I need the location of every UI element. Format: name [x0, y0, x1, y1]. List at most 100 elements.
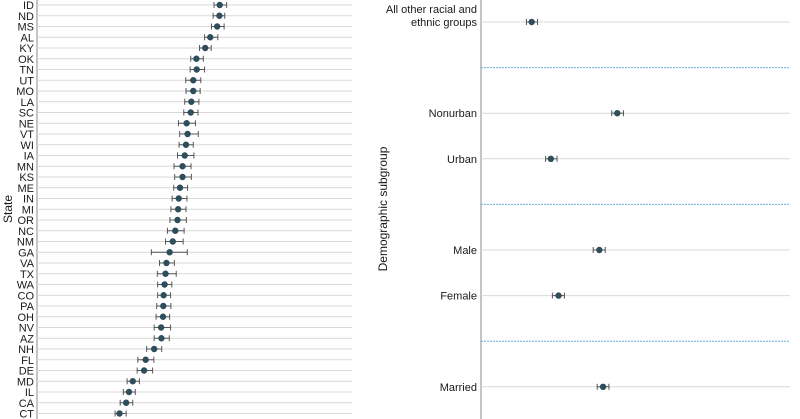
state-pa-label: PA — [20, 301, 35, 313]
state-il-label: IL — [25, 387, 34, 399]
state-ct-point — [116, 410, 123, 417]
state-mi-label: MI — [22, 204, 34, 216]
state-in-label: IN — [23, 194, 34, 206]
subgroup-married-label-line: Married — [440, 382, 477, 394]
state-sc-label: SC — [19, 108, 34, 120]
subgroup-separators — [481, 67, 790, 342]
state-id-point — [216, 1, 223, 9]
subgroup-urban-label: Urban — [447, 154, 477, 166]
subgroup-married-label: Married — [440, 382, 477, 394]
subgroup-nonurban-point — [614, 110, 621, 117]
state-or-label: OR — [18, 215, 35, 227]
subgroup-male-label-line: Male — [453, 245, 477, 257]
state-fl-label: FL — [21, 355, 34, 367]
state-ca-point — [122, 399, 130, 406]
subgroup-all-other-racial-and-ethnic-groups-label-line: ethnic groups — [411, 17, 478, 29]
state-ut-point — [190, 77, 197, 84]
state-wi-label: WI — [21, 140, 34, 152]
state-sc-point — [187, 109, 194, 116]
state-id-label: ID — [23, 0, 34, 12]
state-co-label: CO — [18, 290, 35, 302]
state-ia-label: IA — [24, 151, 35, 163]
state-marks — [114, 1, 228, 417]
state-ut-label: UT — [19, 75, 34, 87]
subgroup-gridlines — [481, 21, 790, 388]
state-wa-point — [161, 281, 168, 288]
state-la-point — [188, 98, 195, 105]
state-nv-point — [157, 324, 165, 331]
subgroup-married-point — [599, 383, 607, 390]
subgroup-panel: Demographic subgroup All other racial an… — [376, 0, 790, 419]
state-nh-label: NH — [18, 344, 34, 356]
state-gridlines — [37, 4, 352, 414]
state-ky-label: KY — [19, 43, 34, 55]
subgroup-all-other-racial-and-ethnic-groups-label: All other racial and ethnic groups — [386, 4, 478, 29]
state-mn-point — [179, 163, 186, 170]
state-nd-label: ND — [18, 11, 34, 23]
state-me-label: ME — [18, 183, 35, 195]
subgroup-tick-labels: All other racial and ethnic groups Nonurba… — [386, 4, 478, 394]
state-nh-point — [150, 345, 158, 353]
state-ks-label: KS — [19, 172, 34, 184]
state-wi-point — [182, 141, 190, 148]
state-de-point — [140, 367, 148, 374]
state-ks-point — [179, 173, 186, 181]
state-wa-label: WA — [17, 280, 35, 292]
state-in-point — [175, 195, 182, 202]
state-ga-point — [166, 249, 173, 256]
subgroup-male-point — [596, 246, 603, 254]
state-az-point — [158, 335, 165, 342]
state-oh-point — [159, 313, 167, 320]
state-va-point — [163, 259, 170, 267]
subgroup-male-label: Male — [453, 245, 477, 257]
state-md-point — [129, 378, 136, 385]
state-ok-label: OK — [18, 54, 35, 66]
state-ia-point — [181, 152, 188, 159]
subgroup-nonurban-label: Nonurban — [429, 108, 477, 120]
state-ms-point — [213, 23, 221, 30]
state-axis-title: State — [1, 195, 15, 223]
state-ky-point — [202, 44, 209, 52]
subgroup-female-label-line: Female — [440, 291, 477, 303]
subgroup-nonurban-label-line: Nonurban — [429, 108, 477, 120]
subgroup-marks — [525, 18, 624, 390]
state-ga-label: GA — [18, 247, 35, 259]
state-pa-point — [160, 302, 167, 310]
state-al-label: AL — [21, 32, 34, 44]
state-nc-point — [172, 227, 179, 234]
state-ct-label: CT — [19, 409, 34, 419]
state-fl-point — [142, 356, 149, 363]
subgroup-urban-label-line: Urban — [447, 154, 477, 166]
state-md-label: MD — [17, 376, 34, 388]
state-tx-label: TX — [20, 269, 35, 281]
state-ok-point — [193, 55, 200, 62]
state-nd-point — [216, 12, 223, 19]
state-tx-point — [162, 270, 169, 277]
state-tick-labels: IDNDMSALKYOKTNUTMOLASCNEVTWIIAMNKSMEINMI… — [16, 0, 34, 419]
state-ne-point — [183, 120, 190, 127]
subgroup-axis-title: Demographic subgroup — [376, 146, 390, 271]
subgroup-female-point — [555, 292, 562, 299]
state-mi-point — [174, 206, 182, 213]
state-ca-label: CA — [19, 398, 35, 410]
subgroup-female-label: Female — [440, 291, 477, 303]
state-tn-label: TN — [19, 65, 34, 77]
subgroup-all-other-racial-and-ethnic-groups-point — [528, 18, 535, 26]
state-mo-point — [190, 87, 197, 95]
subgroup-all-other-racial-and-ethnic-groups-label-line: All other racial and — [386, 4, 477, 16]
state-mn-label: MN — [17, 161, 34, 173]
state-nv-label: NV — [19, 323, 35, 335]
state-ne-label: NE — [19, 118, 34, 130]
state-az-label: AZ — [20, 333, 34, 345]
state-de-label: DE — [19, 366, 34, 378]
state-nc-label: NC — [18, 226, 34, 238]
state-me-point — [176, 184, 184, 191]
state-ms-label: MS — [18, 22, 35, 34]
state-tn-point — [193, 66, 200, 73]
state-il-point — [125, 388, 133, 396]
state-nm-point — [169, 238, 176, 245]
state-oh-label: OH — [18, 312, 35, 324]
subgroup-urban-point — [547, 155, 555, 162]
state-al-point — [207, 34, 214, 41]
